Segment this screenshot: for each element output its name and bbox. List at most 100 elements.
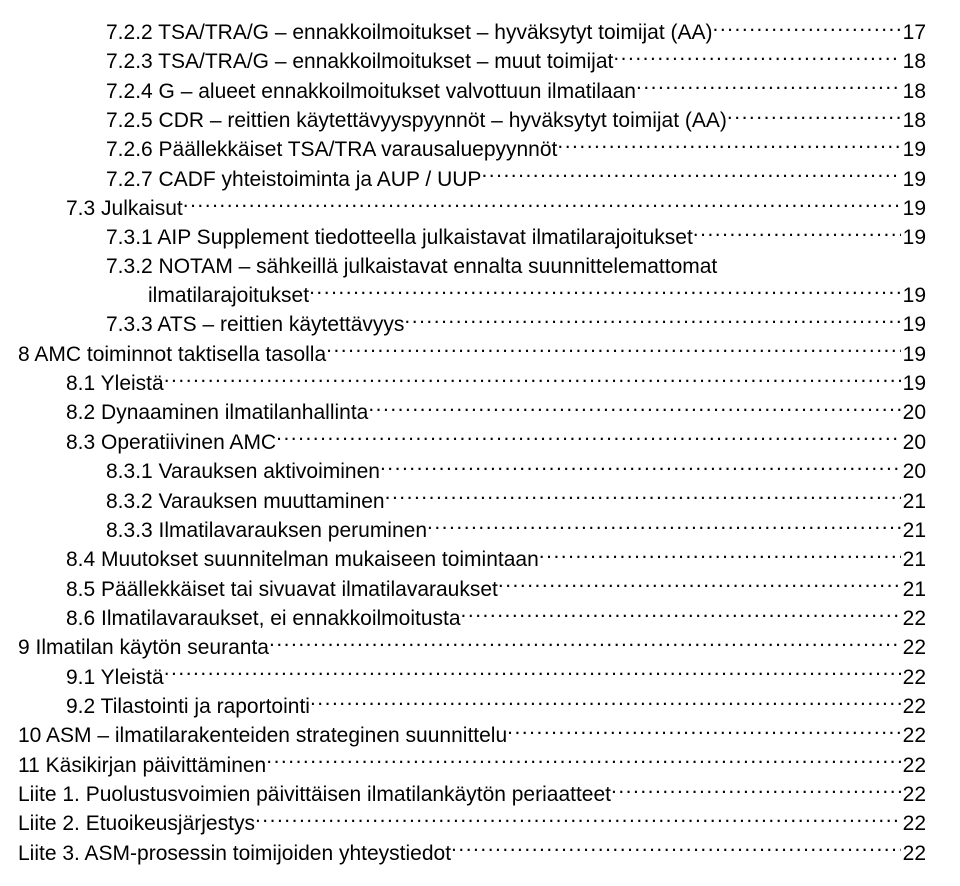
toc-leader <box>613 47 900 68</box>
toc-page: 22 <box>901 693 926 721</box>
toc-entry: 7.3.1 AIP Supplement tiedotteella julkai… <box>18 223 926 252</box>
toc-entry: 11 Käsikirjan päivittäminen 22 <box>18 751 926 780</box>
toc-leader <box>269 633 901 654</box>
toc-page: 21 <box>901 517 926 545</box>
toc-entry: 8.3.2 Varauksen muuttaminen 21 <box>18 487 926 516</box>
toc-entry: 7.2.5 CDR – reittien käytettävyyspyynnöt… <box>18 106 926 135</box>
toc-leader <box>164 663 901 684</box>
toc-label: 8.3.1 Varauksen aktivoiminen <box>106 458 380 486</box>
toc-label: 8.3 Operatiivinen AMC <box>66 429 276 457</box>
toc-label: ilmatilarajoitukset <box>148 282 309 310</box>
toc-leader <box>183 194 901 215</box>
toc-label: 7.3 Julkaisut <box>66 195 183 223</box>
toc-leader <box>255 809 901 830</box>
toc-page: 22 <box>901 840 926 868</box>
toc-label: 7.2.4 G – alueet ennakkoilmoitukset valv… <box>106 78 636 106</box>
toc-page: 19 <box>901 311 926 339</box>
toc-leader <box>380 457 901 478</box>
toc-entry: 7.2.6 Päällekkäiset TSA/TRA varausaluepy… <box>18 135 926 164</box>
toc-leader <box>557 135 900 156</box>
toc-label: 7.2.6 Päällekkäiset TSA/TRA varausaluepy… <box>106 136 557 164</box>
toc-label: 7.3.1 AIP Supplement tiedotteella julkai… <box>106 224 693 252</box>
toc-label: 8 AMC toiminnot taktisella tasolla <box>18 341 326 369</box>
toc-entry: 8.3.3 Ilmatilavarauksen peruminen 21 <box>18 516 926 545</box>
toc-page: 17 <box>901 19 926 47</box>
toc-entry: 7.3.3 ATS – reittien käytettävyys 19 <box>18 310 926 339</box>
toc-leader <box>451 839 901 860</box>
toc-page: 21 <box>901 576 926 604</box>
toc-entry: 7.2.2 TSA/TRA/G – ennakkoilmoitukset – h… <box>18 18 926 47</box>
toc-label: 8.3.2 Varauksen muuttaminen <box>106 488 385 516</box>
toc-leader <box>310 692 901 713</box>
toc-entry: 7.2.3 TSA/TRA/G – ennakkoilmoitukset – m… <box>18 47 926 76</box>
toc-leader <box>481 165 900 186</box>
toc-label: Liite 2. Etuoikeusjärjestys <box>18 810 255 838</box>
toc-entry: 8.3.1 Varauksen aktivoiminen 20 <box>18 457 926 486</box>
toc-page: 19 <box>901 136 926 164</box>
toc-leader <box>164 369 901 390</box>
toc-page: 21 <box>901 488 926 516</box>
toc-page: 18 <box>901 78 926 106</box>
toc-page: 20 <box>901 429 926 457</box>
toc-leader <box>326 340 901 361</box>
toc-page: 20 <box>901 458 926 486</box>
toc-label: 9.1 Yleistä <box>66 664 164 692</box>
toc-label: 11 Käsikirjan päivittäminen <box>18 752 266 780</box>
toc-label: 7.2.7 CADF yhteistoiminta ja AUP / UUP <box>106 166 481 194</box>
toc-leader <box>461 604 901 625</box>
toc-label: 7.3.2 NOTAM – sähkeillä julkaistavat enn… <box>106 253 717 281</box>
toc-page: 19 <box>901 195 926 223</box>
toc-label: 7.3.3 ATS – reittien käytettävyys <box>106 311 404 339</box>
toc-label: 9 Ilmatilan käytön seuranta <box>18 634 269 662</box>
toc-page: 21 <box>901 546 926 574</box>
toc-label: 8.3.3 Ilmatilavarauksen peruminen <box>106 517 427 545</box>
toc-page: 22 <box>901 722 926 750</box>
toc-label: 8.2 Dynaaminen ilmatilanhallinta <box>66 399 368 427</box>
toc-leader <box>693 223 901 244</box>
toc-entry: 9 Ilmatilan käytön seuranta 22 <box>18 633 926 662</box>
toc-label: 8.6 Ilmatilavaraukset, ei ennakkoilmoitu… <box>66 605 461 633</box>
toc-leader <box>507 721 901 742</box>
toc-label: 7.2.2 TSA/TRA/G – ennakkoilmoitukset – h… <box>106 19 713 47</box>
toc-page: 22 <box>901 605 926 633</box>
toc-label: Liite 3. ASM-prosessin toimijoiden yhtey… <box>18 840 451 868</box>
toc-entry: 7.2.7 CADF yhteistoiminta ja AUP / UUP 19 <box>18 165 926 194</box>
toc-leader <box>539 545 901 566</box>
toc-label: 10 ASM – ilmatilarakenteiden strateginen… <box>18 722 507 750</box>
toc-leader <box>727 106 901 127</box>
toc-entry: 7.3.2 NOTAM – sähkeillä julkaistavat enn… <box>18 253 926 281</box>
toc-label: 9.2 Tilastointi ja raportointi <box>66 693 310 721</box>
toc-page: 19 <box>901 370 926 398</box>
toc-page: 22 <box>901 634 926 662</box>
toc-page: 19 <box>901 341 926 369</box>
toc-label: 7.2.3 TSA/TRA/G – ennakkoilmoitukset – m… <box>106 48 613 76</box>
toc-entry: Liite 3. ASM-prosessin toimijoiden yhtey… <box>18 839 926 868</box>
toc-leader <box>276 428 901 449</box>
toc-page: 22 <box>901 810 926 838</box>
toc-page: 19 <box>901 166 926 194</box>
toc-page: 18 <box>901 107 926 135</box>
toc-entry: 8.6 Ilmatilavaraukset, ei ennakkoilmoitu… <box>18 604 926 633</box>
toc-leader <box>498 575 901 596</box>
toc-leader <box>404 310 900 331</box>
toc-label: 8.5 Päällekkäiset tai sivuavat ilmatilav… <box>66 576 498 604</box>
toc-label: 8.1 Yleistä <box>66 370 164 398</box>
toc-entry: 7.2.4 G – alueet ennakkoilmoitukset valv… <box>18 77 926 106</box>
toc-page: 22 <box>901 752 926 780</box>
toc-page: 20 <box>901 399 926 427</box>
toc-page: 19 <box>901 282 926 310</box>
toc-leader <box>427 516 901 537</box>
toc-page: 18 <box>901 48 926 76</box>
toc-leader <box>611 780 901 801</box>
toc-entry-continuation: ilmatilarajoitukset 19 <box>18 281 926 310</box>
toc-leader <box>385 487 901 508</box>
toc-entry: 10 ASM – ilmatilarakenteiden strateginen… <box>18 721 926 750</box>
toc-entry: 8 AMC toiminnot taktisella tasolla 19 <box>18 340 926 369</box>
table-of-contents: 7.2.2 TSA/TRA/G – ennakkoilmoitukset – h… <box>18 18 926 868</box>
toc-entry: 8.5 Päällekkäiset tai sivuavat ilmatilav… <box>18 575 926 604</box>
toc-page: 19 <box>901 224 926 252</box>
toc-label: 8.4 Muutokset suunnitelman mukaiseen toi… <box>66 546 539 574</box>
toc-entry: 8.4 Muutokset suunnitelman mukaiseen toi… <box>18 545 926 574</box>
toc-entry: Liite 1. Puolustusvoimien päivittäisen i… <box>18 780 926 809</box>
toc-entry: 8.1 Yleistä 19 <box>18 369 926 398</box>
